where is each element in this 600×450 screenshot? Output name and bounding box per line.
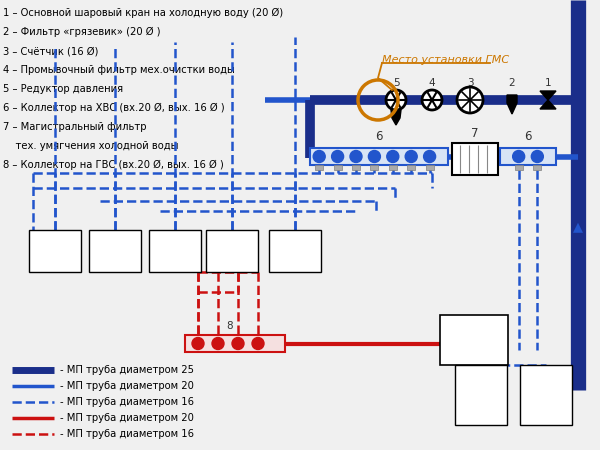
Bar bbox=[89, 230, 141, 272]
Text: Кухонная
мойка: Кухонная мойка bbox=[31, 240, 79, 262]
Bar bbox=[206, 230, 258, 272]
Text: 1 – Основной шаровый кран на холодную воду (20 Ø): 1 – Основной шаровый кран на холодную во… bbox=[3, 8, 283, 18]
Text: 8 – Коллектор на ГВС (вх.20 Ø, вых. 16 Ø ): 8 – Коллектор на ГВС (вх.20 Ø, вых. 16 Ø… bbox=[3, 160, 224, 170]
Circle shape bbox=[232, 338, 244, 350]
Text: Унитаз: Унитаз bbox=[277, 246, 313, 256]
Text: 1: 1 bbox=[545, 78, 551, 88]
Bar bbox=[520, 365, 572, 425]
Circle shape bbox=[457, 87, 483, 113]
Text: 7: 7 bbox=[471, 127, 479, 140]
Circle shape bbox=[368, 150, 380, 162]
Text: 8: 8 bbox=[227, 321, 233, 331]
Circle shape bbox=[332, 150, 344, 162]
Circle shape bbox=[192, 338, 204, 350]
Polygon shape bbox=[540, 91, 556, 100]
Text: 2: 2 bbox=[509, 78, 515, 88]
Bar bbox=[389, 165, 397, 170]
Polygon shape bbox=[507, 95, 517, 114]
Circle shape bbox=[512, 150, 524, 162]
Text: Котёл
(ГВС): Котёл (ГВС) bbox=[457, 329, 491, 351]
Text: 4 – Промывочный фильтр мех.очистки воды: 4 – Промывочный фильтр мех.очистки воды bbox=[3, 65, 235, 75]
Text: тех. умягчения холодной воды: тех. умягчения холодной воды bbox=[3, 141, 179, 151]
Text: 5 – Редуктор давления: 5 – Редуктор давления bbox=[3, 84, 123, 94]
Bar bbox=[455, 365, 507, 425]
Circle shape bbox=[252, 338, 264, 350]
Text: 6 – Коллектор на ХВС (вх.20 Ø, вых. 16 Ø ): 6 – Коллектор на ХВС (вх.20 Ø, вых. 16 Ø… bbox=[3, 103, 224, 113]
Text: 6: 6 bbox=[524, 130, 532, 143]
Bar bbox=[425, 165, 434, 170]
Circle shape bbox=[212, 338, 224, 350]
Bar bbox=[29, 230, 81, 272]
Bar bbox=[533, 165, 541, 170]
Circle shape bbox=[350, 150, 362, 162]
Text: Стираль-
ная
машина: Стираль- ная машина bbox=[458, 380, 504, 410]
Bar bbox=[407, 165, 415, 170]
Bar bbox=[352, 165, 360, 170]
Text: Ванна: Ванна bbox=[159, 246, 191, 256]
Text: - МП труба диаметром 16: - МП труба диаметром 16 bbox=[60, 397, 194, 407]
Text: 5: 5 bbox=[392, 78, 400, 88]
Circle shape bbox=[386, 90, 406, 110]
Bar bbox=[334, 165, 341, 170]
Circle shape bbox=[313, 150, 325, 162]
Text: 2 – Фильтр «грязевик» (20 Ø ): 2 – Фильтр «грязевик» (20 Ø ) bbox=[3, 27, 161, 37]
Bar bbox=[500, 148, 556, 165]
Bar bbox=[315, 165, 323, 170]
Polygon shape bbox=[540, 100, 556, 109]
Bar bbox=[269, 230, 321, 272]
Text: - МП труба диаметром 25: - МП труба диаметром 25 bbox=[60, 365, 194, 375]
Text: 3: 3 bbox=[467, 78, 473, 88]
Text: - МП труба диаметром 20: - МП труба диаметром 20 bbox=[60, 413, 194, 423]
Bar bbox=[515, 165, 523, 170]
Text: Место установки ГМС: Место установки ГМС bbox=[382, 55, 509, 65]
Bar bbox=[440, 315, 508, 365]
Bar bbox=[185, 335, 285, 352]
Bar bbox=[310, 148, 448, 165]
Text: Биде: Биде bbox=[219, 246, 245, 256]
Text: Раковина: Раковина bbox=[91, 246, 139, 256]
Text: Посудо-
моечная
машина: Посудо- моечная машина bbox=[525, 380, 567, 410]
Circle shape bbox=[424, 150, 436, 162]
Text: - МП труба диаметром 16: - МП труба диаметром 16 bbox=[60, 429, 194, 439]
Text: 6: 6 bbox=[375, 130, 383, 143]
Text: - МП труба диаметром 20: - МП труба диаметром 20 bbox=[60, 381, 194, 391]
Text: 3 – Счётчик (16 Ø): 3 – Счётчик (16 Ø) bbox=[3, 46, 98, 56]
Circle shape bbox=[405, 150, 417, 162]
Circle shape bbox=[387, 150, 399, 162]
Bar bbox=[452, 143, 498, 175]
Text: 7 – Магистральный фильтр: 7 – Магистральный фильтр bbox=[3, 122, 146, 132]
Polygon shape bbox=[391, 110, 401, 125]
Bar bbox=[149, 230, 201, 272]
Bar bbox=[370, 165, 379, 170]
Text: 4: 4 bbox=[428, 78, 436, 88]
Circle shape bbox=[532, 150, 544, 162]
Circle shape bbox=[422, 90, 442, 110]
